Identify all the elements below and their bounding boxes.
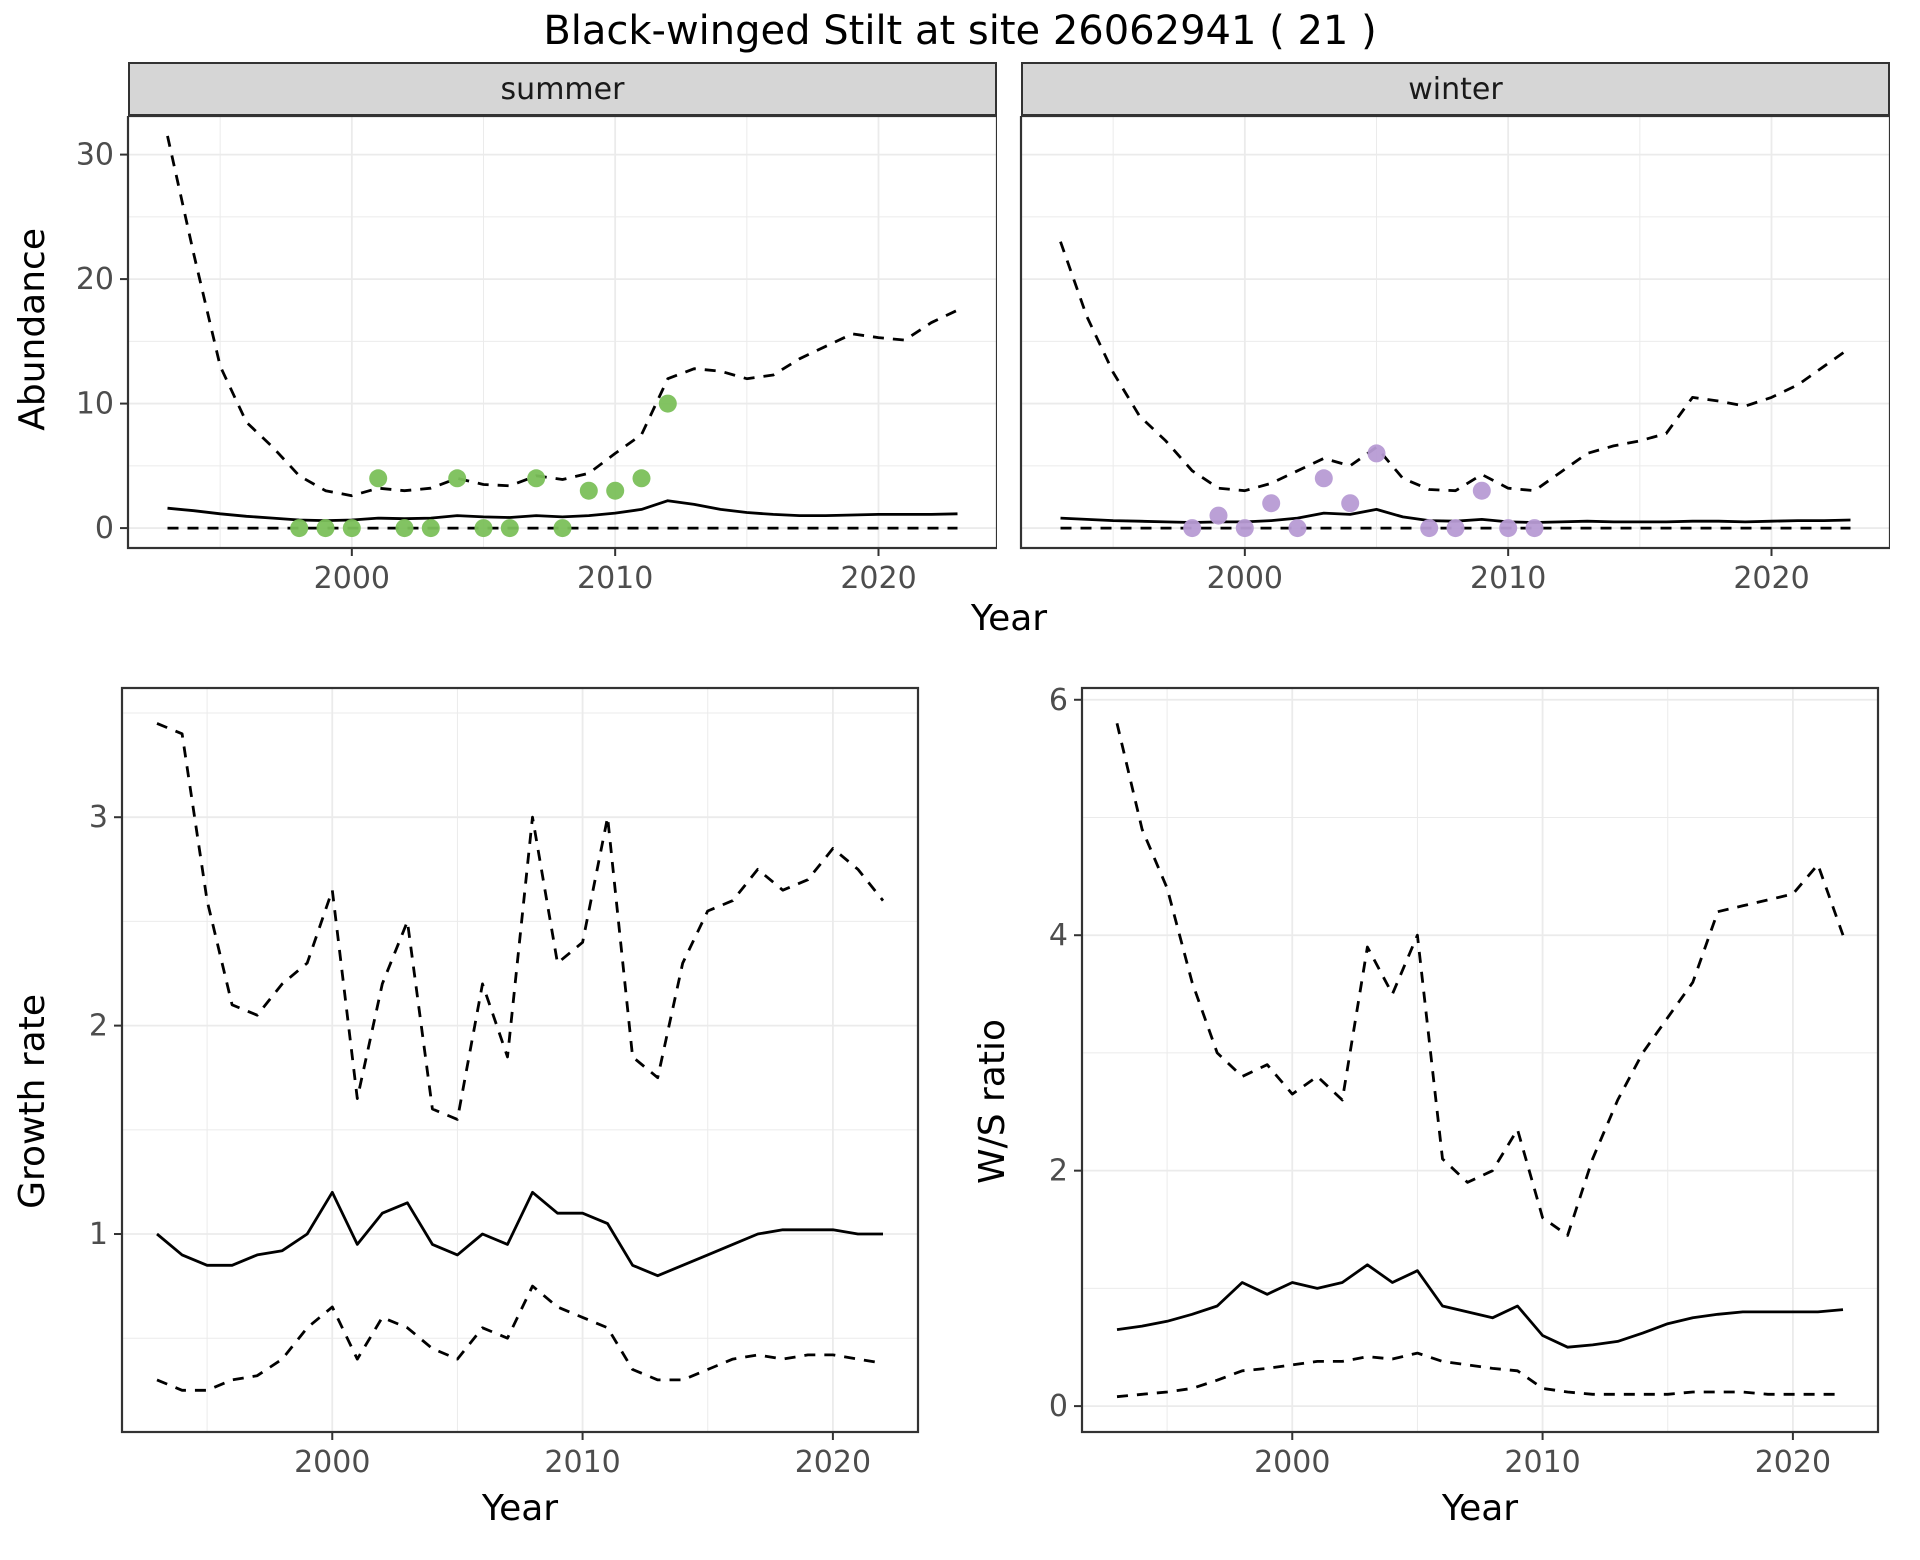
x-tick-label: 2000 — [1207, 561, 1283, 596]
growth-chart-column: 2000 2010 2020 1 2 3 Year — [56, 674, 936, 1529]
panel-background — [1021, 116, 1890, 548]
series-upper_95ci — [156, 722, 885, 1121]
series-upper_95ci — [166, 135, 959, 498]
ws-ratio-chart: 2000 2010 2020 0 2 4 6 — [1049, 683, 1880, 1480]
y-tick-label: 0 — [1049, 1389, 1068, 1424]
observed_counts-point — [1367, 444, 1386, 463]
series-group — [1059, 241, 1852, 538]
facet-strip-summer-label: summer — [500, 71, 625, 107]
observed_counts-point — [369, 469, 388, 488]
series-group — [1115, 722, 1845, 1399]
x-tick-label: 2020 — [1733, 561, 1809, 596]
y-tick-label: 1 — [89, 1217, 108, 1252]
observed_counts-point — [1420, 519, 1439, 538]
observed_counts-point — [1183, 519, 1202, 538]
y-tick-label: 4 — [1049, 918, 1068, 953]
observed_counts-point — [1209, 506, 1228, 525]
observed_counts-point — [1472, 481, 1491, 500]
series-group — [156, 722, 885, 1392]
facet-strip-summer: summer — [128, 62, 997, 116]
growth-x-axis-title: Year — [481, 1488, 559, 1529]
observed_counts-point — [290, 519, 309, 538]
observed_counts-point — [421, 519, 440, 538]
facet-strip-winter: winter — [1021, 62, 1890, 116]
observed_counts-point — [1499, 519, 1518, 538]
y-tick-label: 10 — [76, 387, 114, 422]
figure-title: Black-winged Stilt at site 26062941 ( 21… — [543, 8, 1377, 54]
panel-border — [120, 686, 920, 1434]
observed_counts-point — [553, 519, 572, 538]
series-fitted_growth_rate — [156, 1190, 883, 1278]
x-tick-label: 2000 — [314, 561, 390, 596]
y-tick-label: 2 — [89, 1009, 108, 1044]
y-tick-label: 2 — [1049, 1154, 1068, 1189]
facet-strip-winter-label: winter — [1408, 71, 1503, 107]
observed_counts-point — [1262, 494, 1281, 513]
observed_counts-point — [658, 394, 677, 413]
x-tick-label: 2010 — [577, 561, 653, 596]
y-tick-label: 20 — [76, 262, 114, 297]
panel-background — [128, 116, 997, 548]
observed_counts-point — [579, 481, 598, 500]
panel-border — [1080, 686, 1880, 1434]
x-tick-label: 2010 — [1470, 561, 1546, 596]
facet-winter: winter 2000 2010 2020 — [1011, 62, 1890, 596]
growth-y-axis-title: Growth rate — [11, 994, 53, 1209]
y-tick-label: 3 — [89, 800, 108, 835]
observed_counts-point — [606, 481, 625, 500]
observed_counts-point — [632, 469, 651, 488]
ratio-chart-column: 2000 2010 2020 0 2 4 6 Year — [1016, 674, 1896, 1529]
series-lower_95ci — [1116, 1351, 1843, 1399]
x-tick-label: 2010 — [1504, 1445, 1580, 1480]
observed_counts-point — [1235, 519, 1254, 538]
series-group — [166, 135, 959, 538]
observed_counts-point — [1314, 469, 1333, 488]
panel-border — [126, 116, 997, 550]
series-upper_95ci — [1115, 722, 1845, 1237]
series-upper_95ci — [1059, 241, 1852, 493]
ws-ratio-figure: W/S ratio 2000 2010 2020 0 2 4 6 Year — [960, 674, 1920, 1529]
panel-background — [122, 688, 918, 1432]
x-tick-label: 2020 — [795, 1445, 871, 1480]
observed_counts-point — [342, 519, 361, 538]
observed_counts-point — [1446, 519, 1465, 538]
observed_counts-point — [527, 469, 546, 488]
ratio-y-axis-title: W/S ratio — [971, 1018, 1013, 1185]
abundance-x-axis-title: Year — [970, 598, 1048, 639]
panel-background — [1082, 688, 1878, 1432]
observed_counts-point — [316, 519, 335, 538]
x-tick-label: 2010 — [544, 1445, 620, 1480]
growth-y-axis-title-column: Growth rate — [8, 674, 56, 1529]
winter-abundance-chart: 2000 2010 2020 — [1019, 116, 1890, 596]
observed_counts-point — [448, 469, 467, 488]
abundance-facets: summer 2000 2010 2020 0 10 20 30 winter 2000 20… — [56, 62, 1890, 596]
facet-summer: summer 2000 2010 2020 0 10 20 30 — [56, 62, 997, 596]
panel-border — [1019, 116, 1890, 550]
ratio-x-axis-title: Year — [1441, 1488, 1519, 1529]
observed_counts-point — [1288, 519, 1307, 538]
abundance-figure: Abundance summer 2000 2010 2020 0 10 20 30 win… — [0, 62, 1920, 596]
ratio-y-axis-title-column: W/S ratio — [968, 674, 1016, 1529]
y-tick-label: 30 — [76, 138, 114, 173]
series-lower_95ci — [156, 1284, 884, 1392]
bottom-row: Growth rate 2000 2010 2020 1 2 3 Year W/S rat… — [0, 674, 1920, 1529]
summer-abundance-chart: 2000 2010 2020 0 10 20 30 — [76, 116, 997, 596]
abundance-y-axis-title-column: Abundance — [8, 62, 56, 596]
x-tick-label: 2000 — [294, 1445, 370, 1480]
observed_counts-point — [500, 519, 519, 538]
series-fitted_ws_ratio — [1116, 1263, 1844, 1349]
y-tick-label: 6 — [1049, 683, 1068, 718]
x-tick-label: 2020 — [1755, 1445, 1831, 1480]
growth-rate-figure: Growth rate 2000 2010 2020 1 2 3 Year — [0, 674, 960, 1529]
x-tick-label: 2000 — [1254, 1445, 1330, 1480]
observed_counts-point — [395, 519, 414, 538]
observed_counts-point — [1525, 519, 1544, 538]
abundance-y-axis-title: Abundance — [11, 227, 53, 431]
observed_counts-point — [1341, 494, 1360, 513]
x-tick-label: 2020 — [840, 561, 916, 596]
observed_counts-point — [474, 519, 493, 538]
y-tick-label: 0 — [95, 511, 114, 546]
growth-rate-chart: 2000 2010 2020 1 2 3 — [89, 686, 920, 1480]
